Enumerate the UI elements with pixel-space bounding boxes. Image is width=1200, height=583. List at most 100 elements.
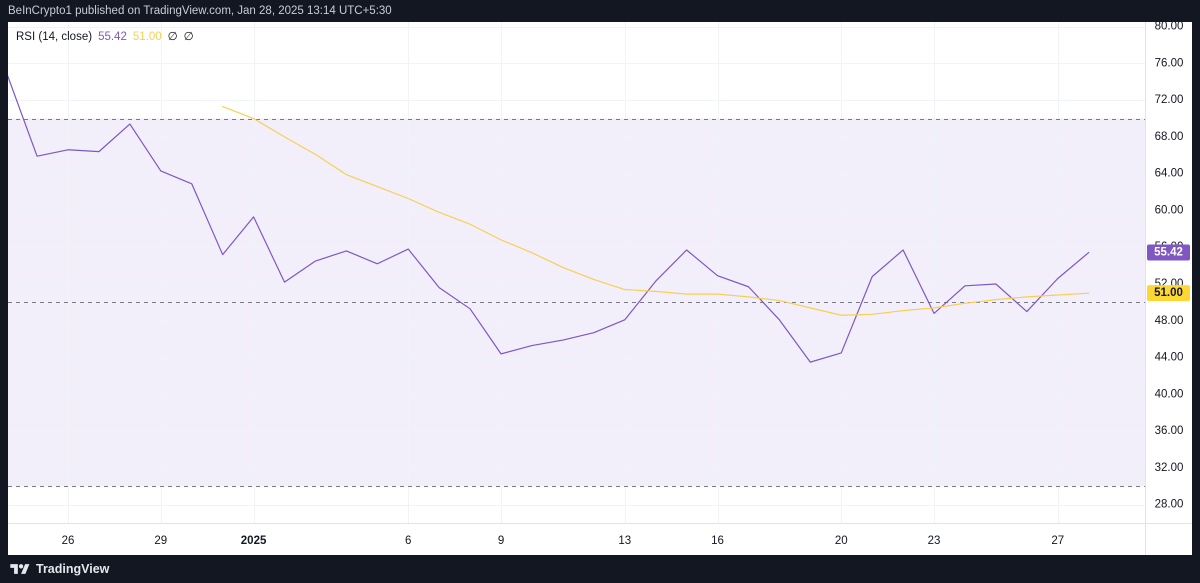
rsi-data-point — [654, 280, 657, 283]
rsi-ma-data-point — [561, 266, 564, 269]
price-axis-label: 72.00 — [1155, 94, 1184, 106]
time-axis-label: 2025 — [241, 535, 267, 547]
rsi-data-point — [1025, 310, 1028, 313]
time-axis-label: 23 — [928, 535, 941, 547]
rsi-data-point — [438, 286, 441, 289]
rsi-last-value-badge: 55.42 — [1147, 244, 1190, 261]
rsi-data-point — [963, 284, 966, 287]
rsi-ma-data-point — [530, 251, 533, 254]
rsi-data-point — [716, 274, 719, 277]
rsi-ma-data-point — [407, 197, 410, 200]
price-axis-label: 48.00 — [1155, 315, 1184, 327]
rsi-ma-data-point — [840, 314, 843, 317]
rsi-ma-data-point — [283, 135, 286, 138]
rsi-ma-data-point — [809, 306, 812, 309]
rsi-ma-data-point — [345, 173, 348, 176]
time-axis[interactable]: 26 29 2025 6 9 13 16 20 23 27 — [62, 535, 1065, 547]
rsi-ma-data-point — [623, 288, 626, 291]
rsi-ma-data-point — [438, 211, 441, 214]
rsi-ma-data-point — [654, 290, 657, 293]
price-axis-label: 44.00 — [1155, 352, 1184, 364]
rsi-ma-data-point — [1056, 294, 1059, 297]
rsi-level-lines — [8, 119, 1145, 487]
badge-text: 51.00 — [1154, 287, 1183, 299]
time-axis-label: 29 — [154, 535, 167, 547]
price-axis-label: 28.00 — [1155, 499, 1184, 511]
rsi-ma-data-point — [933, 306, 936, 309]
rsi-data-point — [190, 182, 193, 185]
rsi-ma-data-point — [376, 185, 379, 188]
chart-panel[interactable]: 80.0076.0072.0068.0064.0060.0056.0052.00… — [8, 22, 1192, 555]
badge-background — [1147, 285, 1190, 302]
publish-attribution: BeInCrypto1 published on TradingView.com… — [8, 5, 392, 17]
price-axis-label: 60.00 — [1155, 204, 1184, 216]
rsi-data-point — [376, 262, 379, 265]
legend-rsi-ma-value: 51.00 — [132, 31, 162, 43]
rsi-data-point — [530, 344, 533, 347]
price-axis-label: 76.00 — [1155, 57, 1184, 69]
rsi-ma-last-value-badge: 51.00 — [1147, 285, 1190, 302]
rsi-ma-data-point — [778, 299, 781, 302]
legend-empty-value: ∅ — [167, 31, 178, 43]
series-layer — [8, 74, 1090, 364]
rsi-data-point — [407, 248, 410, 251]
rsi-data-point — [221, 253, 224, 256]
price-axis-label: 40.00 — [1155, 388, 1184, 400]
tradingview-logo-icon[interactable] — [10, 562, 30, 576]
rsi-data-point — [933, 312, 936, 315]
rsi-ma-line — [222, 105, 1090, 316]
rsi-ma-data-point — [314, 153, 317, 156]
rsi-data-point — [500, 352, 503, 355]
price-axis-label: 32.00 — [1155, 462, 1184, 474]
rsi-chart[interactable]: 80.0076.0072.0068.0064.0060.0056.0052.00… — [8, 22, 1192, 555]
rsi-ma-data-point — [902, 309, 905, 312]
price-axis[interactable]: 80.0076.0072.0068.0064.0060.0056.0052.00… — [1155, 22, 1184, 511]
rsi-data-point — [561, 339, 564, 342]
rsi-data-point — [871, 275, 874, 278]
rsi-ma-data-point — [871, 313, 874, 316]
grid — [8, 22, 1145, 523]
rsi-ma-data-point — [1087, 292, 1090, 295]
legend-rsi-value: 55.42 — [98, 31, 127, 43]
time-axis-label: 13 — [618, 535, 631, 547]
rsi-data-point — [252, 215, 255, 218]
rsi-ma-data-point — [747, 295, 750, 298]
rsi-data-point — [128, 123, 131, 126]
rsi-data-point — [747, 285, 750, 288]
rsi-ma-data-point — [500, 238, 503, 241]
time-axis-label: 9 — [498, 535, 504, 547]
rsi-ma-data-point — [221, 105, 224, 108]
rsi-ma-data-point — [685, 293, 688, 296]
rsi-data-point — [778, 318, 781, 321]
rsi-data-point — [159, 169, 162, 172]
rsi-data-point — [685, 248, 688, 251]
rsi-data-point — [314, 260, 317, 263]
price-axis-label: 80.00 — [1155, 22, 1184, 33]
rsi-ma-data-point — [963, 302, 966, 305]
axis-borders — [8, 22, 1192, 555]
tradingview-brand-link[interactable]: TradingView — [36, 562, 110, 576]
price-axis-label: 36.00 — [1155, 425, 1184, 437]
time-axis-label: 26 — [62, 535, 75, 547]
legend-title[interactable]: RSI (14, close) — [16, 31, 93, 43]
indicator-legend: RSI (14, close) 55.42 51.00 ∅ ∅ — [16, 30, 194, 44]
time-axis-label: 16 — [711, 535, 724, 547]
rsi-data-point — [67, 148, 70, 151]
price-axis-label: 68.00 — [1155, 131, 1184, 143]
rsi-data-point — [97, 150, 100, 153]
rsi-data-point — [1087, 251, 1090, 254]
badge-text: 55.42 — [1154, 247, 1183, 259]
last-value-badges: 55.42 51.00 — [1147, 244, 1190, 302]
time-axis-label: 20 — [835, 535, 848, 547]
rsi-data-point — [1056, 277, 1059, 280]
rsi-data-point — [345, 249, 348, 252]
rsi-data-point — [902, 248, 905, 251]
legend-empty-value: ∅ — [183, 31, 194, 43]
time-axis-label: 6 — [405, 535, 411, 547]
rsi-data-point — [809, 361, 812, 364]
rsi-data-point — [840, 351, 843, 354]
rsi-data-point — [994, 282, 997, 285]
rsi-data-point — [283, 281, 286, 284]
rsi-data-point — [469, 307, 472, 310]
footer-bar: TradingView — [0, 555, 1200, 583]
